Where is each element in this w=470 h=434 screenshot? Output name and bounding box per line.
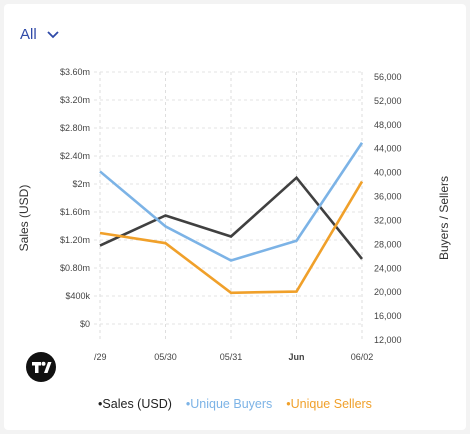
y-tick-label: $2.40m xyxy=(60,151,90,161)
y2-tick-label: 36,000 xyxy=(374,192,402,202)
series-line-sales-usd xyxy=(99,175,364,260)
y2-tick-label: 32,000 xyxy=(374,215,402,225)
x-tick-label: 05/30 xyxy=(154,352,177,362)
legend-item[interactable]: •Unique Sellers xyxy=(286,397,372,411)
series-line-unique-buyers xyxy=(99,142,364,262)
y2-tick-label: 12,000 xyxy=(374,335,402,345)
line-chart: $0 $400k $0.80m $1.20m $1.60m $2m $2.40m $2.80m… xyxy=(60,67,402,362)
x-tick-label: 06/02 xyxy=(351,352,374,362)
legend-item[interactable]: •Sales (USD) xyxy=(98,397,172,411)
y-tick-label: $0 xyxy=(80,319,90,329)
y-tick-label: $2m xyxy=(72,179,90,189)
y2-tick-label: 20,000 xyxy=(374,287,402,297)
y-tick-label: $2.80m xyxy=(60,123,90,133)
filter-label: All xyxy=(20,26,37,43)
y2-tick-label: 44,000 xyxy=(374,144,402,154)
y2-tick-label: 24,000 xyxy=(374,263,402,273)
y2-tick-label: 52,000 xyxy=(374,96,402,106)
y-tick-label: $1.60m xyxy=(60,207,90,217)
y2-tick-label: 28,000 xyxy=(374,239,402,249)
chart-legend: •Sales (USD) •Unique Buyers •Unique Seller… xyxy=(4,397,466,411)
filter-dropdown[interactable]: All xyxy=(20,26,59,43)
y-tick-label: $3.60m xyxy=(60,67,90,77)
x-tick-label: 05/31 xyxy=(220,352,243,362)
y-tick-label: $1.20m xyxy=(60,235,90,245)
x-tick-label: Jun xyxy=(288,352,304,362)
y-tick-label: $0.80m xyxy=(60,263,90,273)
series-line-unique-sellers xyxy=(99,180,364,295)
legend-item[interactable]: •Unique Buyers xyxy=(185,397,273,411)
chart-card: All Sales (USD) Buyers / Sellers $0 $400k… xyxy=(4,4,466,430)
tradingview-logo-icon xyxy=(26,352,56,382)
y2-tick-label: 16,000 xyxy=(374,311,402,321)
y-tick-label: $400k xyxy=(65,291,90,301)
y2-tick-label: 48,000 xyxy=(374,120,402,130)
y2-tick-label: 56,000 xyxy=(374,72,402,82)
chevron-down-icon xyxy=(47,30,59,38)
y2-tick-label: 40,000 xyxy=(374,168,402,178)
x-tick-label: /29 xyxy=(94,352,107,362)
y-tick-label: $3.20m xyxy=(60,95,90,105)
